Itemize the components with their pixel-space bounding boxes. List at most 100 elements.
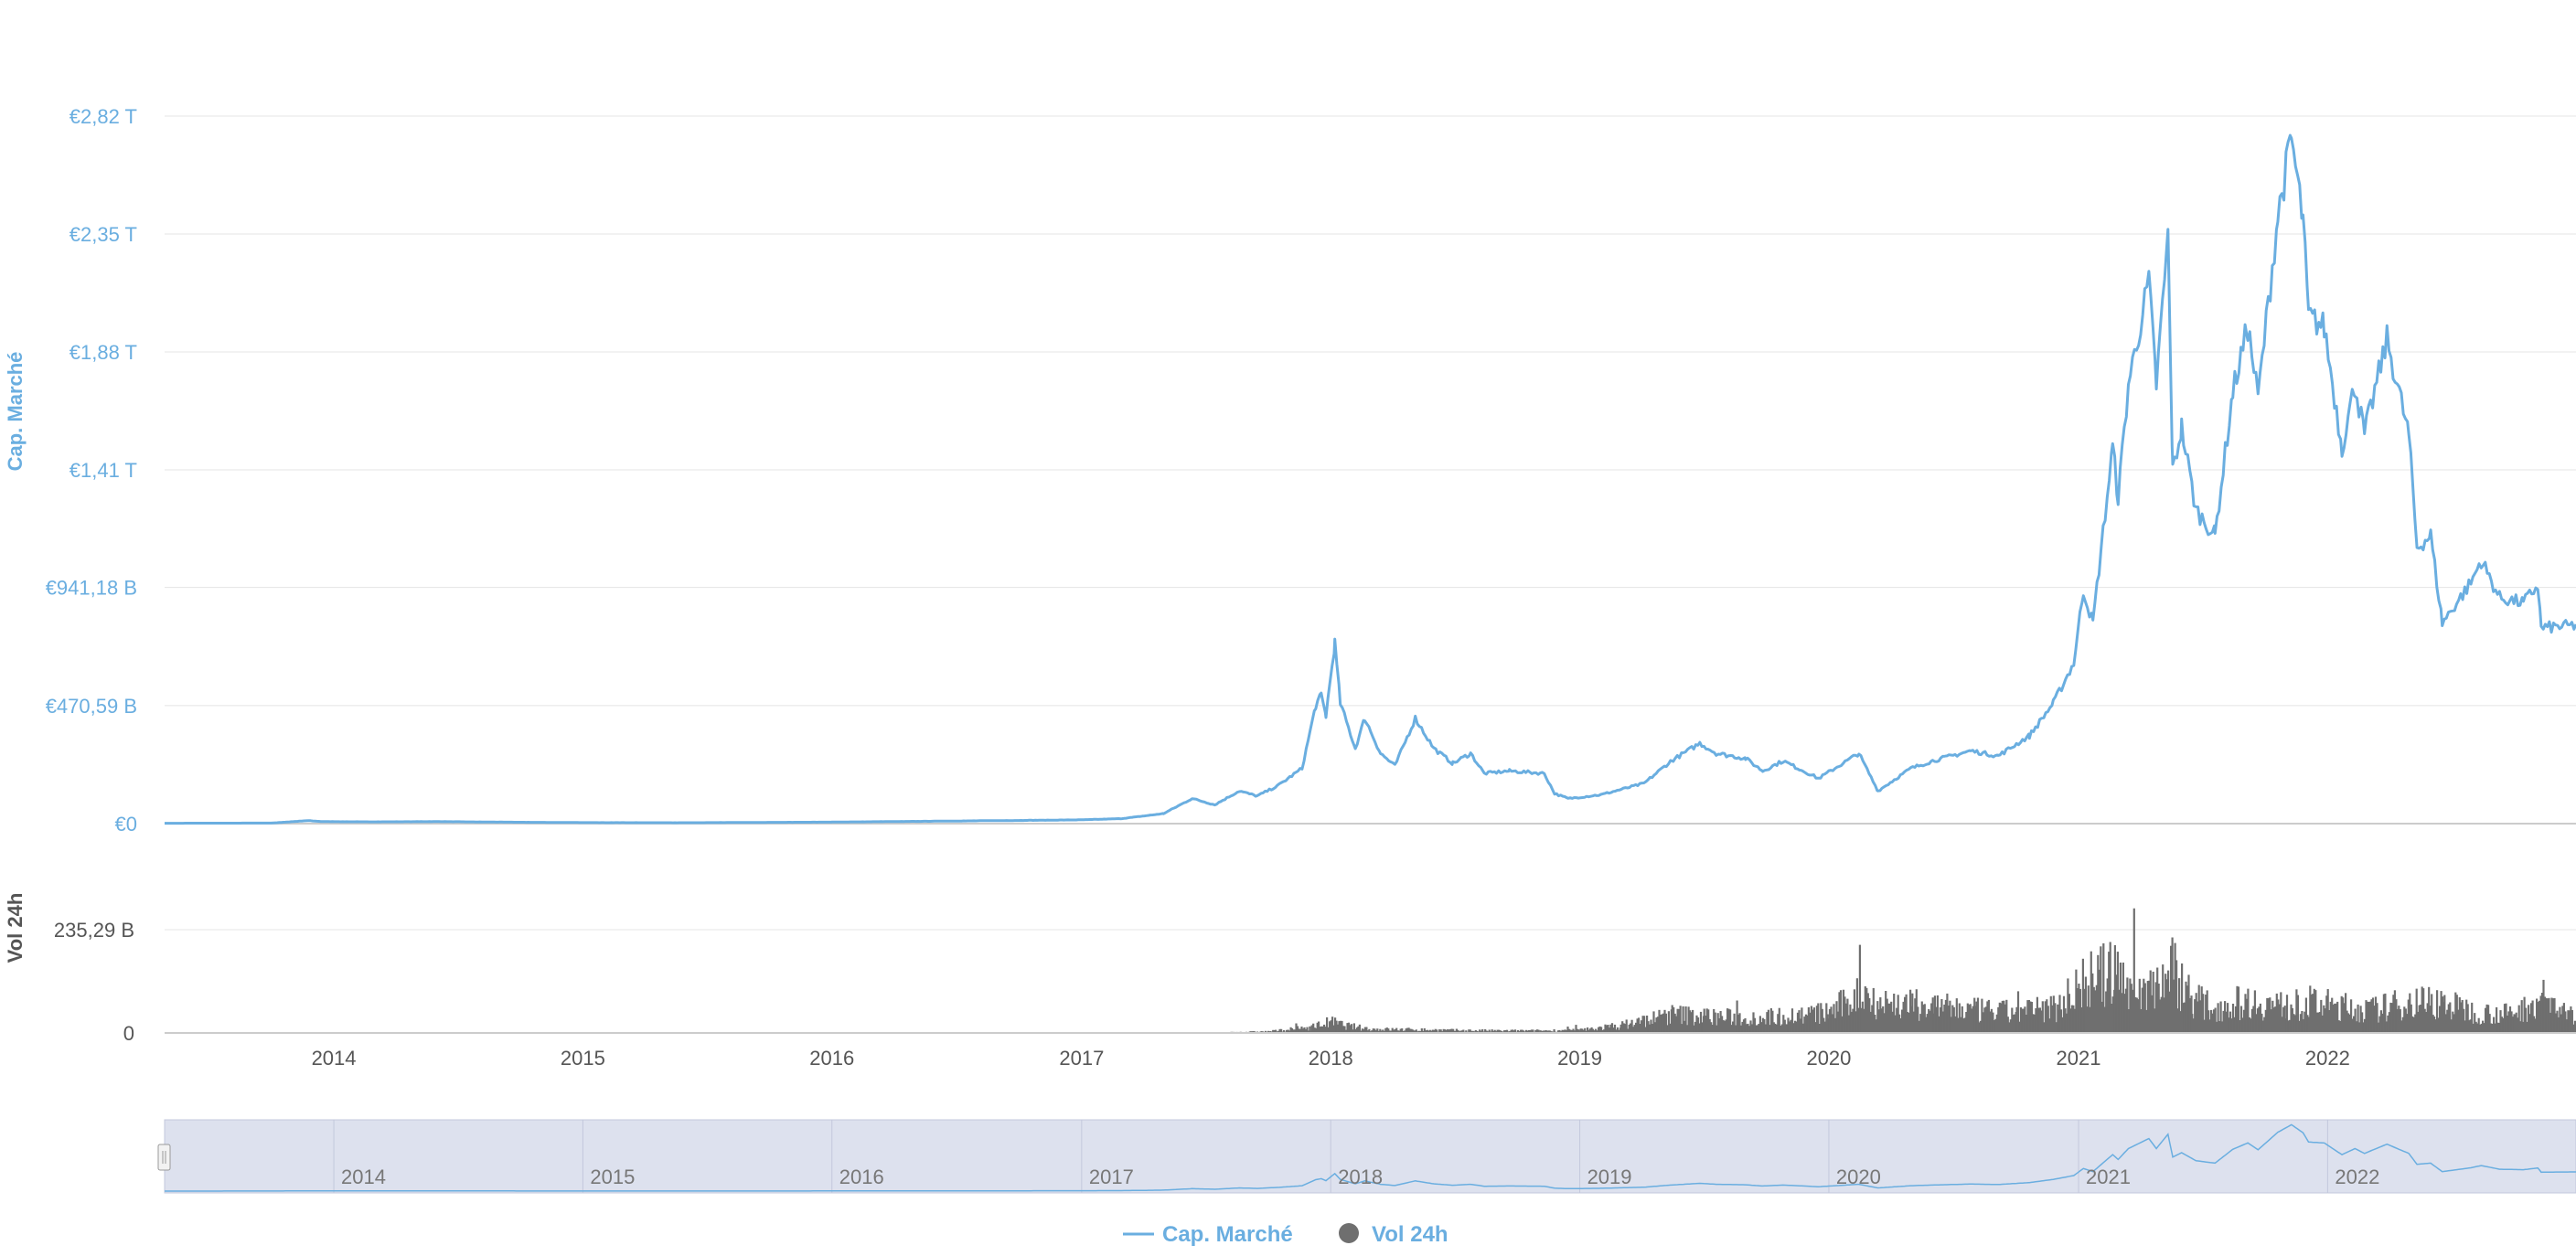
navigator-label: 2016 xyxy=(839,1166,884,1188)
x-tick-label: 2016 xyxy=(809,1047,854,1070)
volume-bar xyxy=(1766,1012,1769,1033)
volume-bar xyxy=(1741,1021,1744,1033)
volume-bar xyxy=(2549,1012,2552,1033)
volume-bar xyxy=(1363,1028,1365,1033)
volume-bar xyxy=(1506,1029,1509,1033)
volume-bar xyxy=(1787,1017,1790,1033)
volume-bar xyxy=(1965,1012,1968,1033)
volume-bar xyxy=(2062,995,2066,1033)
volume-bar xyxy=(1374,1030,1377,1033)
navigator-left-handle[interactable] xyxy=(157,1144,171,1171)
legend-circle-icon xyxy=(1339,1223,1359,1243)
volume-bar xyxy=(1615,1029,1618,1033)
volume-bar xyxy=(1460,1030,1463,1033)
x-tick-label: 2019 xyxy=(1557,1047,1602,1070)
volume-bar xyxy=(1908,1013,1910,1033)
volume-bar xyxy=(1690,1012,1693,1033)
volume-bar xyxy=(1923,1004,1926,1033)
volume-bar xyxy=(2124,988,2127,1033)
volume-bar xyxy=(2452,1011,2454,1033)
volume-bar xyxy=(2272,1007,2275,1033)
legend-item-volume[interactable]: Vol 24h xyxy=(1339,1222,1448,1247)
volume-bar xyxy=(1374,1028,1376,1033)
volume-bar xyxy=(1607,1025,1609,1033)
volume-bar xyxy=(2534,1018,2537,1033)
volume-bar xyxy=(2022,1008,2025,1033)
volume-bar xyxy=(1738,1013,1741,1033)
volume-bar xyxy=(1341,1020,1343,1033)
volume-bar xyxy=(1589,1028,1592,1033)
volume-bar xyxy=(1663,1009,1666,1033)
volume-bar xyxy=(1504,1029,1507,1033)
volume-bar xyxy=(1987,999,1990,1033)
volume-bar xyxy=(1309,1026,1311,1033)
volume-bar xyxy=(1769,1008,1772,1033)
volume-bar xyxy=(2342,997,2345,1033)
volume-bar xyxy=(2442,1002,2444,1033)
volume-bar xyxy=(1546,1030,1549,1033)
volume-bar xyxy=(1732,1021,1735,1033)
volume-bar xyxy=(2225,1011,2228,1033)
volume-bar xyxy=(2304,997,2307,1033)
volume-bar xyxy=(1390,1030,1393,1033)
volume-bar xyxy=(1382,1029,1384,1033)
volume-bar xyxy=(2302,1018,2304,1033)
market-cap-axis-title: Cap. Marché xyxy=(4,352,27,472)
volume-bar xyxy=(1561,1029,1564,1033)
x-tick-label: 2015 xyxy=(561,1047,605,1070)
navigator[interactable]: 2014 2015 2016 2017 2018 2019 2020 2021 2022 xyxy=(157,1119,2576,1194)
volume-bar xyxy=(2046,999,2048,1033)
volume-bar xyxy=(2410,1004,2412,1033)
volume-bar xyxy=(1904,996,1907,1033)
volume-bar xyxy=(1426,1029,1428,1033)
volume-bar xyxy=(2151,995,2154,1033)
volume-bar xyxy=(2465,999,2468,1033)
volume-bar xyxy=(1624,1024,1627,1033)
volume-bar xyxy=(1886,998,1888,1033)
volume-bar xyxy=(1653,1022,1657,1033)
y-tick-label: €1,88 T xyxy=(69,341,137,364)
volume-bar xyxy=(1986,1001,1989,1033)
volume-bar xyxy=(2282,1006,2285,1033)
volume-bar xyxy=(1577,1029,1580,1033)
volume-bar xyxy=(2044,1001,2047,1033)
volume-bar xyxy=(2197,985,2200,1033)
volume-bar xyxy=(2542,979,2545,1033)
volume-bar xyxy=(1363,1027,1366,1033)
volume-bar xyxy=(2199,1000,2202,1033)
volume-bar xyxy=(1309,1030,1312,1033)
volume-bar xyxy=(1557,1030,1560,1033)
volume-bar xyxy=(1666,1025,1669,1033)
volume-bar xyxy=(2288,1019,2292,1033)
volume-bar xyxy=(1605,1025,1609,1033)
volume-bar xyxy=(2384,993,2387,1033)
volume-bar xyxy=(1865,987,1868,1033)
volume-bar xyxy=(2259,1003,2261,1033)
volume-bar xyxy=(2162,964,2164,1033)
volume-bar xyxy=(1775,1024,1778,1033)
volume-bar xyxy=(1911,993,1914,1033)
legend-item-market-cap[interactable]: Cap. Marché xyxy=(1123,1222,1293,1247)
volume-bar xyxy=(1567,1028,1571,1033)
volume-bar xyxy=(1326,1017,1329,1033)
volume-bar xyxy=(2026,1000,2029,1033)
volume-bar xyxy=(2444,1014,2447,1033)
volume-bar xyxy=(2197,1001,2199,1033)
volume-bar xyxy=(1897,995,1899,1033)
volume-bar xyxy=(2407,999,2410,1033)
volume-bar xyxy=(1468,1029,1470,1033)
volume-bar xyxy=(1355,1027,1358,1033)
volume-bar xyxy=(2358,1022,2361,1033)
volume-bar xyxy=(1758,1016,1761,1033)
volume-bar xyxy=(2148,980,2151,1033)
volume-bar xyxy=(1944,999,1947,1033)
volume-bar xyxy=(1705,1008,1708,1033)
volume-bar xyxy=(1298,1028,1300,1033)
volume-bar xyxy=(2446,1009,2449,1033)
volume-bar xyxy=(2049,995,2052,1033)
volume-bar xyxy=(2103,1006,2106,1033)
volume-bar xyxy=(1984,1006,1987,1033)
volume-bar xyxy=(2382,994,2385,1033)
volume-bar xyxy=(2487,1005,2490,1033)
volume-bar xyxy=(1449,1028,1452,1033)
